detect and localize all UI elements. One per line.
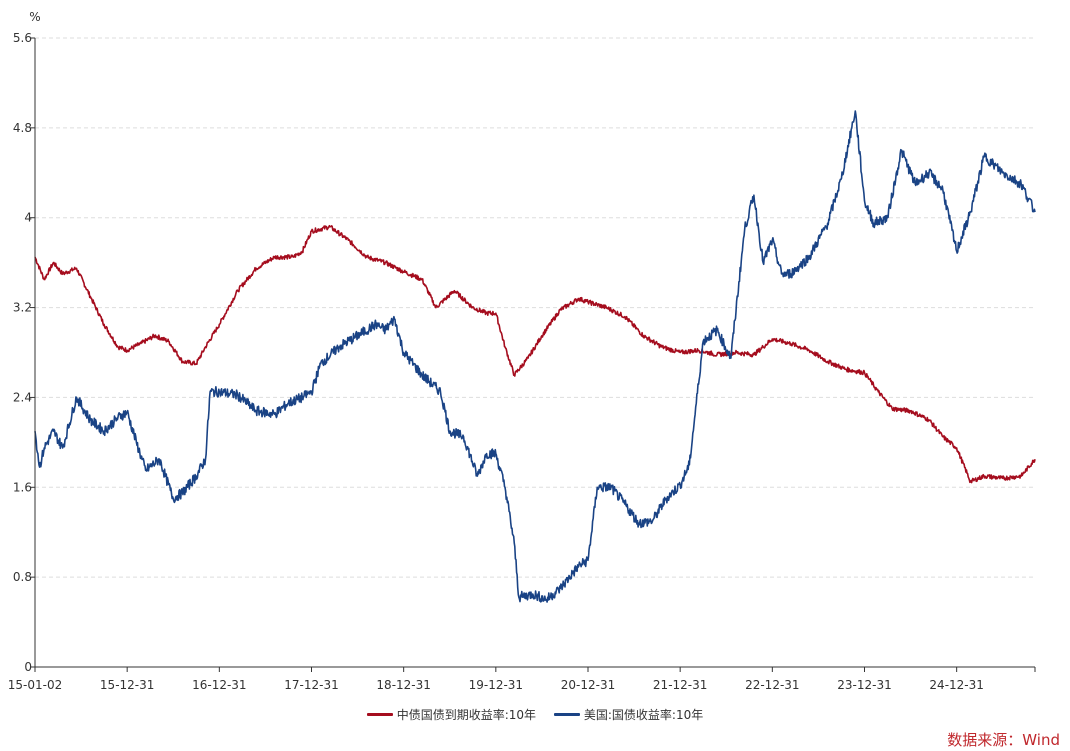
series-line-us-10y [34,110,1036,603]
y-tick-label: 1.6 [13,480,32,494]
x-tick-label: 15-01-02 [8,678,62,692]
y-tick-label: 4.8 [13,121,32,135]
data-source-note: 数据来源：Wind [947,731,1060,749]
x-tick-label: 23-12-31 [837,678,891,692]
x-tick-label: 22-12-31 [745,678,799,692]
y-axis-unit: % [29,10,40,24]
y-tick-label: 0.8 [13,570,32,584]
legend-swatch-us-10y [553,713,580,716]
series-lines [34,110,1036,603]
y-tick-label: 2.4 [13,390,32,404]
legend-label-us-10y: 美国:国债收益率:10年 [583,708,704,722]
y-grid [35,37,1035,578]
y-axis-ticks: 0 0.8 1.6 2.4 3.2 4 4.8 5.6 [13,31,35,674]
y-tick-label: 3.2 [13,301,32,315]
x-tick-label: 16-12-31 [192,678,246,692]
x-tick-label: 15-12-31 [100,678,154,692]
legend-item-us-10y[interactable]: 美国:国债收益率:10年 [553,706,704,723]
x-tick-label: 24-12-31 [929,678,983,692]
x-tick-label: 18-12-31 [376,678,430,692]
x-tick-label: 20-12-31 [561,678,615,692]
x-tick-label: 19-12-31 [469,678,523,692]
legend: 中债国债到期收益率:10年 美国:国债收益率:10年 [0,705,1070,723]
legend-label-cn-10y: 中债国债到期收益率:10年 [396,708,537,722]
series-line-cn-10y [34,224,1036,484]
y-tick-label: 0 [24,660,32,674]
x-tick-label: 17-12-31 [284,678,338,692]
x-tick-label: 21-12-31 [653,678,707,692]
y-tick-label: 5.6 [13,31,32,45]
y-tick-label: 4 [24,211,32,225]
legend-swatch-cn-10y [366,713,393,716]
x-axis-ticks: 15-01-02 15-12-31 16-12-31 17-12-31 18-12-31… [8,667,1036,692]
legend-item-cn-10y[interactable]: 中债国债到期收益率:10年 [366,706,537,723]
